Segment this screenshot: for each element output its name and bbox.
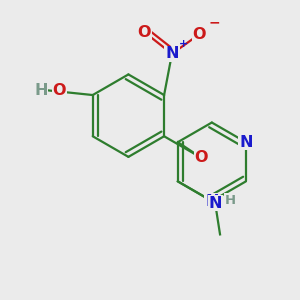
Text: O: O — [193, 27, 206, 42]
Text: O: O — [195, 150, 208, 165]
Text: H: H — [225, 194, 236, 207]
Text: N: N — [208, 196, 222, 211]
Text: +: + — [179, 39, 188, 49]
Text: O: O — [52, 82, 66, 98]
Text: H: H — [34, 82, 48, 98]
Text: N: N — [165, 46, 179, 61]
Text: O: O — [138, 25, 151, 40]
Text: N: N — [205, 194, 219, 208]
Text: −: − — [208, 15, 220, 29]
Text: N: N — [239, 135, 253, 150]
